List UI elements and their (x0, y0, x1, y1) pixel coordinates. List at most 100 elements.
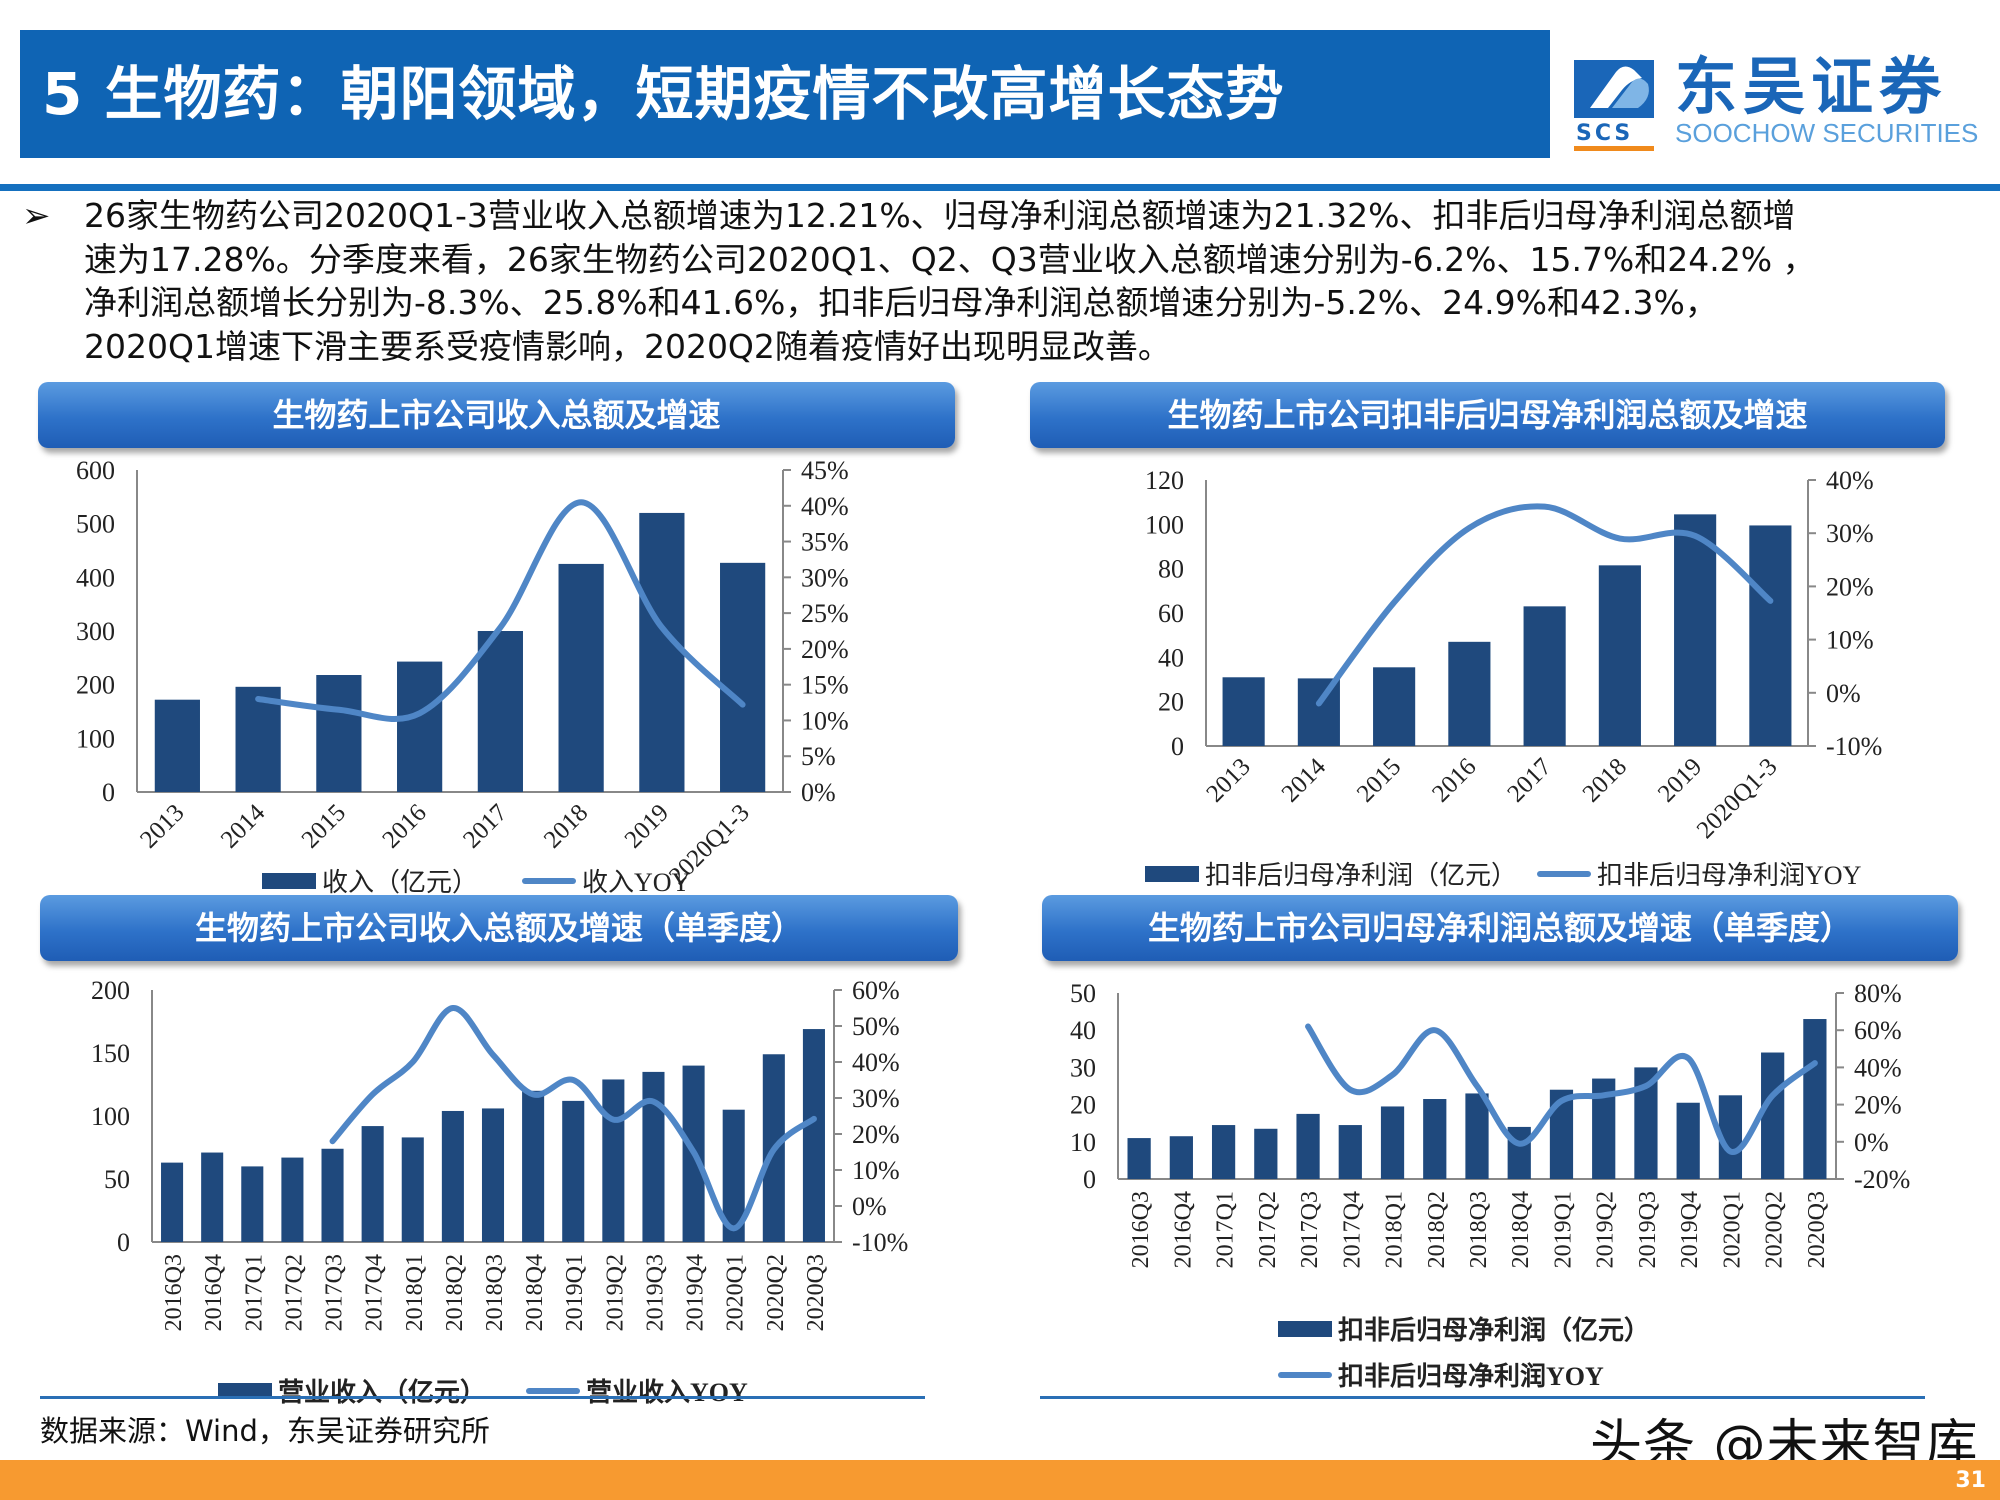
bar-2017Q2 (281, 1157, 304, 1242)
x-tick-label: 2016Q3 (1128, 1191, 1154, 1268)
x-tick-label: 2017Q3 (1297, 1191, 1323, 1268)
y-tick-label: 0 (1171, 732, 1184, 761)
x-tick-label: 2018Q3 (1466, 1191, 1492, 1268)
y2-tick-label: 40% (1854, 1053, 1902, 1082)
x-tick-label: 2017Q2 (1255, 1191, 1281, 1268)
x-tick-label: 2019Q1 (1550, 1191, 1576, 1268)
bar-2017 (1523, 606, 1566, 746)
yoy-line (1305, 1023, 1818, 1155)
bar-2017Q3 (321, 1148, 344, 1242)
x-tick-label: 2018 (539, 799, 593, 853)
legend-bar-swatch (1278, 1320, 1332, 1337)
y2-tick-label: 20% (1854, 1091, 1902, 1120)
chart-title-quarterly-revenue: 生物药上市公司收入总额及增速（单季度） (40, 895, 958, 961)
x-tick-label: 2018Q3 (482, 1254, 508, 1331)
y-tick-label: 100 (91, 1102, 130, 1131)
bar-2018Q2 (441, 1110, 464, 1242)
bar-2018Q3 (481, 1108, 505, 1242)
yoy-line (329, 1005, 817, 1232)
y2-tick-label: 30% (852, 1084, 900, 1113)
bar-2018Q4 (522, 1090, 545, 1242)
y2-tick-label: 10% (1826, 626, 1874, 655)
y2-tick-label: 30% (801, 563, 849, 592)
legend-chart-2: 扣非后归母净利润（亿元） 扣非后归母净利润YOY (1145, 855, 1861, 892)
bar-2014 (1297, 678, 1340, 746)
x-tick-label: 2014 (216, 799, 271, 854)
x-tick-label: 2017 (1502, 753, 1556, 807)
bar-2019Q1 (1549, 1089, 1574, 1179)
yoy-line (255, 499, 746, 723)
y2-tick-label: 40% (1826, 466, 1874, 495)
x-tick-label: 2019Q2 (602, 1254, 628, 1331)
y-tick-label: 20 (1070, 1091, 1096, 1120)
bar-2016Q4 (201, 1152, 224, 1242)
x-tick-label: 2016 (377, 799, 431, 853)
y-tick-label: 0 (1083, 1165, 1096, 1194)
legend-label: 扣非后归母净利润YOY (1338, 1362, 1604, 1391)
bar-2014 (235, 686, 281, 792)
y-tick-label: 100 (1145, 510, 1184, 539)
x-tick-label: 2019Q1 (562, 1254, 588, 1331)
bar-2020Q3 (802, 1029, 825, 1242)
y-tick-label: 120 (1145, 466, 1184, 495)
y-tick-label: 20 (1158, 688, 1184, 717)
bar-2017Q4 (361, 1126, 384, 1242)
legend-label: 营业收入YOY (586, 1378, 748, 1407)
x-tick-label: 2016Q4 (201, 1254, 227, 1331)
x-tick-label: 2015 (1352, 753, 1406, 807)
y2-tick-label: 60% (1854, 1016, 1902, 1045)
bar-2016 (1448, 641, 1491, 746)
y2-tick-label: 0% (1826, 679, 1861, 708)
divider (1040, 1396, 1925, 1399)
data-source: 数据来源：Wind，东吴证券研究所 (40, 1414, 490, 1448)
x-tick-label: 2018Q1 (1382, 1191, 1408, 1268)
y2-tick-label: 15% (801, 671, 849, 700)
svg-text:SCS: SCS (1576, 121, 1633, 146)
legend-label: 扣非后归母净利润YOY (1597, 861, 1862, 890)
y2-tick-label: 35% (801, 528, 849, 557)
y-tick-label: 30 (1070, 1053, 1096, 1082)
y2-tick-label: 0% (1854, 1128, 1889, 1157)
bar-2017Q4 (1338, 1125, 1362, 1179)
bar-2018 (1598, 565, 1641, 746)
x-tick-label: 2018Q2 (442, 1254, 468, 1331)
legend-chart-4-line: 扣非后归母净利润YOY (1278, 1356, 1604, 1393)
header-bar (20, 30, 1550, 158)
x-tick-label: 2019Q3 (1635, 1191, 1661, 1268)
x-tick-label: 2017Q4 (1339, 1191, 1365, 1268)
x-tick-label: 2020Q1-3 (1692, 753, 1783, 844)
chart-title-annual-revenue: 生物药上市公司收入总额及增速 (38, 382, 955, 448)
y-tick-label: 40 (1070, 1016, 1096, 1045)
x-tick-label: 2019Q2 (1593, 1191, 1619, 1268)
y2-tick-label: 10% (801, 706, 849, 735)
legend-label: 扣非后归母净利润（亿元） (1338, 1316, 1651, 1345)
x-tick-label: 2017Q1 (241, 1254, 267, 1331)
summary-line: 2020Q1增速下滑主要系受疫情影响，2020Q2随着疫情好出现明显改善。 (84, 326, 1171, 366)
x-tick-label: 2017Q2 (281, 1254, 307, 1331)
chart-title-quarterly-profit: 生物药上市公司归母净利润总额及增速（单季度） (1042, 895, 1958, 961)
scs-logo-icon: SCS (1574, 60, 1654, 151)
y2-tick-label: 60% (852, 976, 900, 1005)
x-tick-label: 2018Q2 (1424, 1191, 1450, 1268)
bar-2015 (316, 675, 362, 792)
y2-tick-label: 40% (801, 492, 849, 521)
bar-2020Q2 (1761, 1052, 1785, 1179)
bar-2019Q2 (602, 1079, 625, 1242)
y-tick-label: 60 (1158, 599, 1184, 628)
y2-tick-label: -10% (1826, 732, 1882, 761)
y2-tick-label: 25% (801, 599, 849, 628)
bar-2017Q2 (1254, 1128, 1278, 1179)
y-tick-label: 50 (104, 1165, 130, 1194)
summary-line: 速为17.28%。分季度来看，26家生物药公司2020Q1、Q2、Q3营业收入总… (84, 239, 1816, 279)
legend-bar-swatch (1145, 865, 1199, 882)
legend-bar-swatch (262, 872, 316, 889)
x-tick-label: 2019 (620, 799, 674, 853)
y2-tick-label: 80% (1854, 979, 1902, 1008)
footer-bar (0, 1460, 2000, 1500)
y-tick-label: 300 (76, 617, 115, 646)
x-tick-label: 2014 (1277, 753, 1332, 808)
bar-2019Q3 (642, 1071, 665, 1242)
y-tick-label: 0 (117, 1228, 130, 1257)
y-tick-label: 0 (102, 778, 115, 807)
